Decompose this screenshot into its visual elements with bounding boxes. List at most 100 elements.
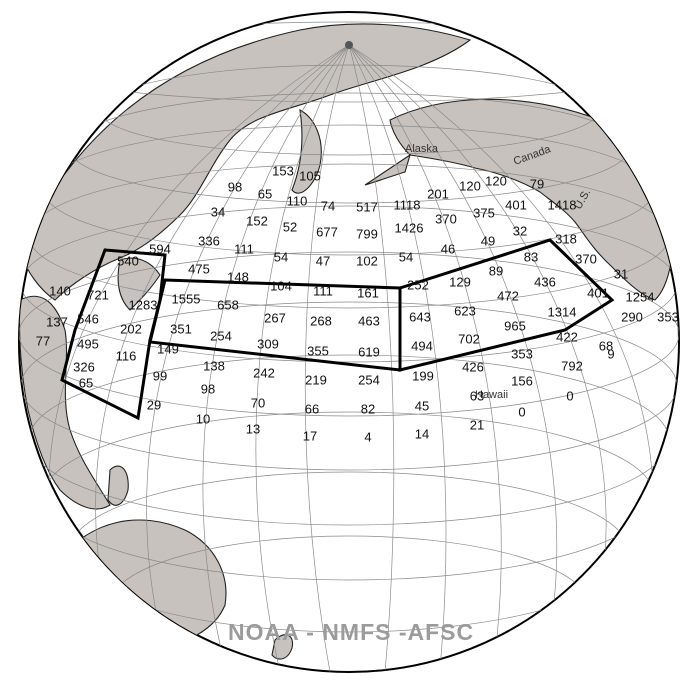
graticule xyxy=(19,21,679,672)
cell-value: 643 xyxy=(409,309,431,324)
cell-value: 426 xyxy=(462,359,484,374)
cell-value: 799 xyxy=(356,226,378,241)
cell-value: 242 xyxy=(253,365,275,380)
cell-value: 1314 xyxy=(548,304,577,319)
cell-value: 14 xyxy=(415,426,429,441)
cell-value: 65 xyxy=(79,375,93,390)
cell-values: 153 105 98 65 110 74 517 1118 201 120 12… xyxy=(36,163,679,444)
cell-value: 702 xyxy=(458,331,480,346)
cell-value: 49 xyxy=(481,233,495,248)
cell-value: 13 xyxy=(246,421,260,436)
cell-value: 517 xyxy=(356,199,378,214)
cell-value: 546 xyxy=(77,311,99,326)
map-credit: NOAA - NMFS -AFSC xyxy=(228,619,474,645)
cell-value: 401 xyxy=(587,285,609,300)
landmass-philippines xyxy=(107,465,129,506)
cell-value: 83 xyxy=(524,249,538,264)
cell-value: 472 xyxy=(497,288,519,303)
cell-value: 401 xyxy=(505,197,527,212)
cell-value: 161 xyxy=(357,285,379,300)
cell-value: 47 xyxy=(316,253,330,268)
cell-value: 594 xyxy=(149,241,171,256)
cell-value: 619 xyxy=(358,344,380,359)
cell-value: 336 xyxy=(198,233,220,248)
cell-value: 1118 xyxy=(394,197,421,212)
cell-value: 104 xyxy=(270,278,292,293)
cell-value: 252 xyxy=(407,277,429,292)
cell-value: 137 xyxy=(46,314,68,329)
cell-value: 326 xyxy=(73,359,95,374)
cell-value: 10 xyxy=(196,411,210,426)
land-masses xyxy=(19,23,674,660)
cell-value: 254 xyxy=(358,372,380,387)
cell-value: 965 xyxy=(504,318,526,333)
cell-value: 138 xyxy=(203,358,225,373)
cell-value: 98 xyxy=(201,381,215,396)
cell-value: 1555 xyxy=(172,291,201,306)
landmass-north-russia xyxy=(19,23,472,301)
cell-value: 98 xyxy=(228,179,242,194)
cell-value: 353 xyxy=(511,346,533,361)
landmass-japan xyxy=(117,257,161,311)
cell-value: 21 xyxy=(470,417,484,432)
cell-value: 111 xyxy=(313,283,333,298)
cell-value: 475 xyxy=(188,261,210,276)
cell-value: 375 xyxy=(473,205,495,220)
cell-value: 63 xyxy=(470,388,484,403)
cell-value: 68 xyxy=(599,338,613,353)
cell-value: 495 xyxy=(77,336,99,351)
cell-value: 105 xyxy=(299,168,321,183)
cell-value: 89 xyxy=(489,263,503,278)
cell-value: 120 xyxy=(459,178,481,193)
cell-value: 70 xyxy=(251,395,265,410)
landmass-alaska-peninsula xyxy=(364,153,411,186)
cell-value: 29 xyxy=(147,397,161,412)
cell-value: 199 xyxy=(412,368,434,383)
cell-value: 129 xyxy=(449,274,471,289)
cell-value: 149 xyxy=(157,341,179,356)
cell-value: 31 xyxy=(614,266,628,281)
cell-value: 54 xyxy=(399,249,413,264)
cell-value: 792 xyxy=(561,358,583,373)
cell-value: 54 xyxy=(274,249,288,264)
cell-value: 52 xyxy=(283,219,297,234)
cell-value: 1283 xyxy=(129,297,158,312)
cell-value: 34 xyxy=(211,204,225,219)
cell-value: 201 xyxy=(427,186,449,201)
cell-value: 318 xyxy=(555,231,577,246)
cell-value: 351 xyxy=(170,321,192,336)
landmass-kamchatka xyxy=(291,109,322,194)
cell-value: 4 xyxy=(364,429,371,444)
cell-value: 46 xyxy=(441,241,455,256)
cell-value: 102 xyxy=(356,253,378,268)
cell-value: 17 xyxy=(303,428,317,443)
cell-value: 254 xyxy=(210,328,232,343)
cell-value: 74 xyxy=(321,198,335,213)
cell-value: 494 xyxy=(411,338,433,353)
cell-value: 82 xyxy=(361,401,375,416)
cell-value: 721 xyxy=(87,287,109,302)
region-west-box xyxy=(60,248,167,421)
region-east-box xyxy=(398,238,615,372)
label-alaska: Alaska xyxy=(405,143,439,155)
cell-value: 353 xyxy=(657,309,679,324)
landmass-new-zealand xyxy=(271,634,294,660)
cell-value: 79 xyxy=(530,176,544,191)
cell-value: 1254 xyxy=(626,289,655,304)
cell-value: 436 xyxy=(534,274,556,289)
cell-value: 99 xyxy=(153,368,167,383)
cell-value: 9 xyxy=(607,346,614,361)
study-regions xyxy=(60,238,615,421)
cell-value: 370 xyxy=(575,251,597,266)
cell-value: 1418 xyxy=(548,197,577,212)
cell-value: 219 xyxy=(305,372,327,387)
cell-value: 267 xyxy=(264,310,286,325)
cell-value: 463 xyxy=(358,313,380,328)
cell-value: 45 xyxy=(415,398,429,413)
cell-value: 0 xyxy=(566,388,573,403)
cell-value: 290 xyxy=(621,309,643,324)
cell-value: 111 xyxy=(234,241,254,256)
cell-value: 116 xyxy=(116,348,137,363)
cell-value: 202 xyxy=(120,321,142,336)
